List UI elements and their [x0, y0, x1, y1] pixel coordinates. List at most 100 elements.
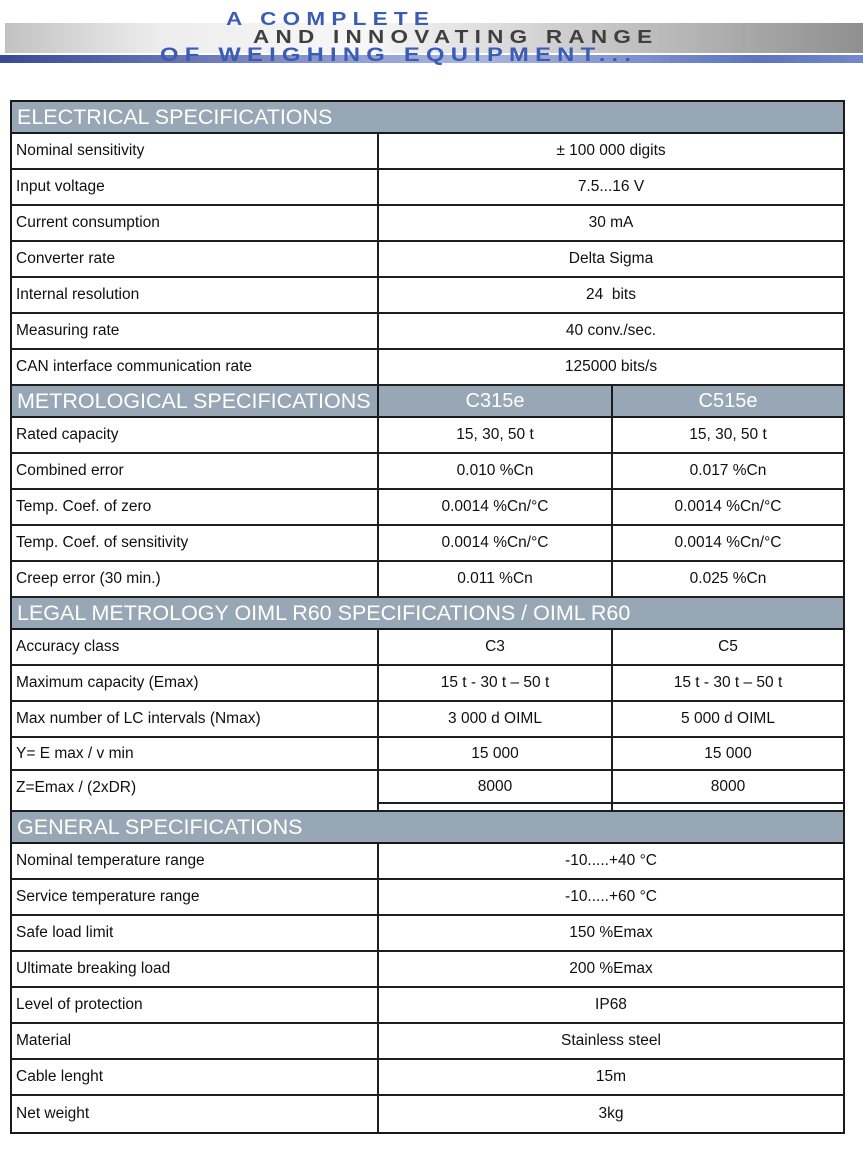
table-row: Level of protection IP68: [12, 988, 843, 1024]
spec-label: Converter rate: [12, 242, 377, 278]
spec-label: Ultimate breaking load: [12, 952, 377, 988]
section-title: LEGAL METROLOGY OIML R60 SPECIFICATIONS …: [17, 600, 631, 625]
spec-value: 15 t - 30 t – 50 t: [611, 666, 843, 702]
table-row: Cable lenght 15m: [12, 1060, 843, 1096]
spec-value: 0.017 %Cn: [611, 454, 843, 490]
spec-value: 0.0014 %Cn/°C: [611, 490, 843, 526]
spec-label: Max number of LC intervals (Nmax): [12, 702, 377, 738]
spec-label: Temp. Coef. of sensitivity: [12, 526, 377, 562]
spec-label: Nominal temperature range: [12, 844, 377, 880]
spacer-row: [12, 804, 843, 812]
section-title: ELECTRICAL SPECIFICATIONS: [17, 104, 333, 129]
spec-value: 8000: [377, 771, 611, 804]
spec-value: 0.0014 %Cn/°C: [377, 526, 611, 562]
spec-label: Service temperature range: [12, 880, 377, 916]
spec-value: 3 000 d OIML: [377, 702, 611, 738]
spec-value: 0.0014 %Cn/°C: [611, 526, 843, 562]
spacer-cell: [611, 804, 843, 812]
table-row: Temp. Coef. of sensitivity 0.0014 %Cn/°C 0…: [12, 526, 843, 562]
table-row: Safe load limit 150 %Emax: [12, 916, 843, 952]
banner-blue-band: [0, 55, 863, 63]
spec-value: 30 mA: [377, 206, 843, 242]
spec-value: 24 bits: [377, 278, 843, 314]
table-row: Maximum capacity (Emax) 15 t - 30 t – 50 …: [12, 666, 843, 702]
table-row: Nominal temperature range -10.....+40 °C: [12, 844, 843, 880]
spec-value: 15 t - 30 t – 50 t: [377, 666, 611, 702]
table-row: Measuring rate 40 conv./sec.: [12, 314, 843, 350]
spec-label: CAN interface communication rate: [12, 350, 377, 386]
spec-value: 5 000 d OIML: [611, 702, 843, 738]
spec-label: Nominal sensitivity: [12, 134, 377, 170]
spec-label: Material: [12, 1024, 377, 1060]
spec-label: Maximum capacity (Emax): [12, 666, 377, 702]
table-row: Material Stainless steel: [12, 1024, 843, 1060]
spec-label: Cable lenght: [12, 1060, 377, 1096]
table-row: Internal resolution 24 bits: [12, 278, 843, 314]
section-title: METROLOGICAL SPECIFICATIONS: [17, 388, 371, 413]
spec-value: 15, 30, 50 t: [611, 418, 843, 454]
column-header: C315e: [377, 386, 611, 416]
spec-value: IP68: [377, 988, 843, 1024]
table-row: Temp. Coef. of zero 0.0014 %Cn/°C 0.0014 %…: [12, 490, 843, 526]
spec-label: Level of protection: [12, 988, 377, 1024]
spec-label: Accuracy class: [12, 630, 377, 666]
spec-label: Net weight: [16, 1105, 90, 1122]
spec-label: Creep error (30 min.): [12, 562, 377, 598]
spec-label: Current consumption: [12, 206, 377, 242]
spec-value: 15 000: [377, 738, 611, 771]
banner-gray-band: [5, 23, 863, 53]
table-row: Combined error 0.010 %Cn 0.017 %Cn: [12, 454, 843, 490]
table-row: Converter rate Delta Sigma: [12, 242, 843, 278]
spec-value: -10.....+60 °C: [377, 880, 843, 916]
spec-label: Internal resolution: [12, 278, 377, 314]
spec-label: Rated capacity: [12, 418, 377, 454]
spec-value: ± 100 000 digits: [377, 134, 843, 170]
spec-label: Y= E max / v min: [12, 738, 377, 771]
table-row: Rated capacity 15, 30, 50 t 15, 30, 50 t: [12, 418, 843, 454]
table-row: Input voltage 7.5...16 V: [12, 170, 843, 206]
spec-value: 7.5...16 V: [377, 170, 843, 206]
spacer-cell: [12, 804, 377, 812]
banner-line-3: OF WEIGHING EQUIPMENT...: [160, 45, 638, 66]
spec-value: Delta Sigma: [377, 242, 843, 278]
spec-value: 0.025 %Cn: [611, 562, 843, 598]
spec-label: Input voltage: [12, 170, 377, 206]
table-row: Nominal sensitivity ± 100 000 digits: [12, 134, 843, 170]
spec-label: Measuring rate: [12, 314, 377, 350]
table-row: Service temperature range -10.....+60 °C: [12, 880, 843, 916]
spec-value: 150 %Emax: [377, 916, 843, 952]
spec-value: 15m: [377, 1060, 843, 1096]
section-header-metrological: METROLOGICAL SPECIFICATIONS C315e C515e: [12, 386, 843, 418]
spec-value: 40 conv./sec.: [377, 314, 843, 350]
spec-value: 0.011 %Cn: [377, 562, 611, 598]
column-header: C515e: [611, 386, 843, 416]
spec-value: 200 %Emax: [377, 952, 843, 988]
banner-line-1: A COMPLETE: [226, 9, 436, 29]
spec-value: 3kg: [377, 1096, 843, 1132]
spec-label: Safe load limit: [12, 916, 377, 952]
table-row: Max number of LC intervals (Nmax) 3 000 d…: [12, 702, 843, 738]
table-row: Accuracy class C3 C5: [12, 630, 843, 666]
section-header-general: GENERAL SPECIFICATIONS: [12, 812, 843, 844]
section-header-legal-metrology: LEGAL METROLOGY OIML R60 SPECIFICATIONS …: [12, 598, 843, 630]
spec-value: 0.010 %Cn: [377, 454, 611, 490]
banner-line-2: AND INNOVATING RANGE: [253, 27, 659, 47]
spec-value: C5: [611, 630, 843, 666]
spec-value: 15 000: [611, 738, 843, 771]
table-row: CAN interface communication rate 125000 b…: [12, 350, 843, 386]
spec-value: -10.....+40 °C: [377, 844, 843, 880]
spec-label: Temp. Coef. of zero: [12, 490, 377, 526]
spec-value: 15, 30, 50 t: [377, 418, 611, 454]
table-row: Y= E max / v min 15 000 15 000: [12, 738, 843, 771]
spec-label: Z=Emax / (2xDR): [16, 778, 137, 796]
section-header-electrical: ELECTRICAL SPECIFICATIONS: [12, 102, 843, 134]
spec-value: Stainless steel: [377, 1024, 843, 1060]
table-row: Z=Emax / (2xDR) 8000 8000: [12, 771, 843, 804]
table-row: Current consumption 30 mA: [12, 206, 843, 242]
spec-value: 0.0014 %Cn/°C: [377, 490, 611, 526]
spec-value: 125000 bits/s: [377, 350, 843, 386]
spacer-cell: [377, 804, 611, 812]
spec-value: C3: [377, 630, 611, 666]
specifications-table: ELECTRICAL SPECIFICATIONS Nominal sensiti…: [10, 100, 845, 1134]
table-row: Creep error (30 min.) 0.011 %Cn 0.025 %Cn: [12, 562, 843, 598]
